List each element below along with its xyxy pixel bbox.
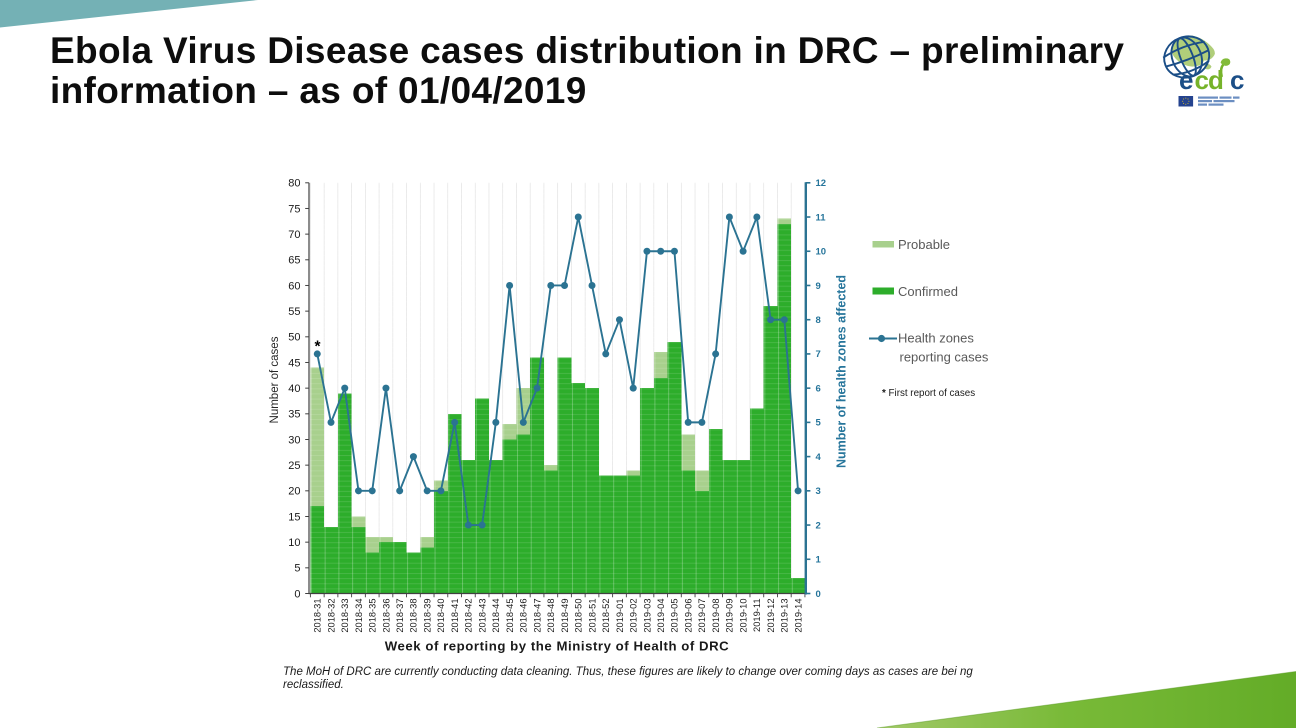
svg-text:50: 50 [288, 332, 300, 344]
svg-text:2018-35: 2018-35 [368, 599, 378, 633]
svg-text:2019-10: 2019-10 [738, 599, 748, 633]
svg-text:2019-12: 2019-12 [766, 599, 776, 633]
svg-text:60: 60 [288, 280, 300, 292]
svg-text:2019-08: 2019-08 [711, 599, 721, 633]
svg-text:2019-09: 2019-09 [725, 599, 735, 633]
svg-text:2019-14: 2019-14 [793, 599, 803, 633]
svg-text:5: 5 [294, 563, 300, 575]
svg-text:2018-49: 2018-49 [560, 599, 570, 633]
svg-text:2018-41: 2018-41 [450, 599, 460, 633]
svg-text:2018-39: 2018-39 [422, 599, 432, 633]
svg-text:2018-46: 2018-46 [519, 599, 529, 633]
svg-text:5: 5 [816, 418, 822, 429]
svg-text:2019-07: 2019-07 [697, 599, 707, 633]
svg-text:8: 8 [816, 315, 821, 326]
svg-text:40: 40 [288, 383, 300, 395]
svg-text:2019-01: 2019-01 [615, 599, 625, 633]
svg-text:Number of cases: Number of cases [269, 336, 281, 423]
svg-text:*: * [314, 339, 321, 356]
svg-text:2018-33: 2018-33 [340, 599, 350, 633]
svg-text:3: 3 [816, 486, 821, 497]
svg-text:80: 80 [288, 178, 300, 190]
svg-text:2018-36: 2018-36 [381, 599, 391, 633]
svg-text:c: c [1195, 65, 1209, 95]
svg-text:2019-02: 2019-02 [629, 599, 639, 633]
svg-text:55: 55 [288, 306, 300, 318]
svg-text:2018-42: 2018-42 [464, 599, 474, 633]
svg-text:20: 20 [288, 486, 300, 498]
svg-text:2018-47: 2018-47 [532, 599, 542, 633]
svg-text:10: 10 [288, 537, 300, 549]
svg-text:7: 7 [816, 349, 821, 360]
svg-text:2018-38: 2018-38 [409, 599, 419, 633]
svg-text:11: 11 [816, 212, 827, 223]
svg-text:reporting cases: reporting cases [900, 350, 989, 365]
svg-text:1: 1 [816, 555, 822, 566]
svg-text:2018-40: 2018-40 [436, 599, 446, 633]
svg-text:2018-43: 2018-43 [477, 599, 487, 633]
svg-text:2019-11: 2019-11 [752, 599, 762, 632]
svg-text:10: 10 [816, 247, 827, 258]
svg-text:6: 6 [816, 383, 821, 394]
svg-text:75: 75 [288, 203, 300, 215]
svg-text:25: 25 [288, 460, 300, 472]
svg-text:2019-05: 2019-05 [670, 599, 680, 633]
svg-text:9: 9 [816, 281, 821, 292]
svg-text:Health zones: Health zones [898, 331, 974, 346]
svg-text:2018-32: 2018-32 [326, 599, 336, 633]
svg-text:30: 30 [288, 434, 300, 446]
svg-text:65: 65 [288, 255, 300, 267]
svg-text:12: 12 [816, 178, 827, 189]
svg-text:2018-45: 2018-45 [505, 599, 515, 633]
svg-text:2019-04: 2019-04 [656, 599, 666, 633]
svg-text:35: 35 [288, 409, 300, 421]
svg-text:Number of health zones affecte: Number of health zones affected [835, 275, 849, 468]
svg-text:15: 15 [288, 511, 300, 523]
svg-text:c: c [1230, 65, 1244, 95]
svg-text:2018-52: 2018-52 [601, 599, 611, 633]
svg-text:* First report of cases: * First report of cases [882, 388, 975, 399]
svg-text:2018-44: 2018-44 [491, 599, 501, 633]
svg-text:2018-34: 2018-34 [354, 599, 364, 633]
svg-text:2018-50: 2018-50 [574, 599, 584, 633]
svg-text:2018-48: 2018-48 [546, 599, 556, 633]
svg-text:Probable: Probable [898, 237, 950, 252]
svg-text:e: e [1179, 65, 1193, 95]
svg-text:2: 2 [816, 520, 821, 531]
svg-text:4: 4 [816, 452, 822, 463]
svg-text:2018-31: 2018-31 [313, 599, 323, 633]
svg-text:2019-06: 2019-06 [683, 599, 693, 633]
svg-text:Week of reporting by the Minis: Week of reporting by the Ministry of Hea… [385, 639, 730, 654]
svg-text:0: 0 [294, 588, 300, 600]
svg-text:45: 45 [288, 357, 300, 369]
svg-text:2019-13: 2019-13 [780, 599, 790, 633]
svg-text:2018-51: 2018-51 [587, 599, 597, 633]
svg-text:0: 0 [816, 589, 821, 600]
svg-text:70: 70 [288, 229, 300, 241]
svg-text:Confirmed: Confirmed [898, 284, 958, 299]
svg-text:2018-37: 2018-37 [395, 599, 405, 633]
svg-text:2019-03: 2019-03 [642, 599, 652, 633]
